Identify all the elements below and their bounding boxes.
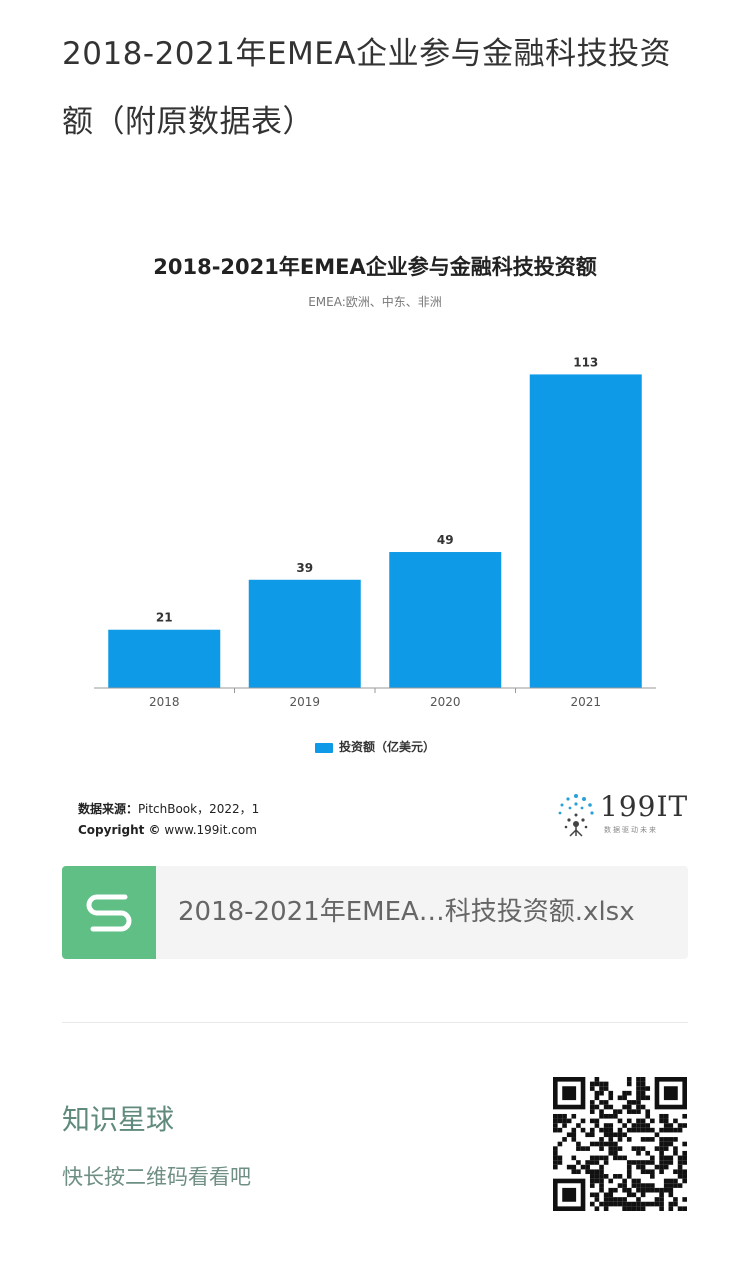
planet-hint: 快长按二维码看看吧 (62, 1165, 251, 1189)
x-tick-label-2019: 2019 (289, 695, 320, 709)
source-label: 数据来源： (78, 802, 139, 816)
data-label-2019: 39 (296, 561, 313, 575)
logo-slogan: 数据驱动未来 (604, 826, 658, 834)
article-title: 2018-2021年EMEA企业参与金融科技投资额（附原数据表） (62, 36, 672, 140)
logo-dots-icon (558, 794, 594, 837)
bar-2018 (108, 629, 221, 688)
x-tick-label-2020: 2020 (430, 695, 461, 709)
attachment-card[interactable]: 2018-2021年EMEA…科技投资额.xlsx (62, 866, 688, 959)
spreadsheet-icon (62, 866, 156, 959)
bar-2020 (389, 552, 502, 688)
bar-2021 (529, 374, 642, 688)
logo-text: 199IT (600, 790, 689, 823)
data-label-2021: 113 (573, 355, 598, 369)
chart-title: 2018-2021年EMEA企业参与金融科技投资额 (153, 255, 597, 279)
chart-legend: 投资额（亿美元） (62, 738, 688, 755)
199it-logo: 199IT 数据驱动未来 (552, 790, 702, 840)
bar-chart: 21 2018 39 2019 49 2020 113 2021 (94, 355, 656, 709)
copyright-label: Copyright © (78, 823, 161, 837)
source-text: PitchBook，2022，1 (138, 802, 260, 816)
chart-image: 21 2018 39 2019 49 2020 113 2021 2018-2021年EMEA… (62, 225, 688, 850)
chart-subtitle: EMEA:欧洲、中东、非洲 (308, 295, 442, 309)
copyright-site: www.199it.com (164, 823, 257, 837)
qr-code-icon[interactable] (553, 1077, 687, 1211)
source-note: 数据来源：PitchBook，2022，1 Copyright © www.19… (78, 799, 259, 841)
x-tick-label-2021: 2021 (570, 695, 601, 709)
legend-swatch (314, 742, 333, 753)
legend-label: 投资额（亿美元） (338, 740, 435, 754)
data-label-2020: 49 (437, 533, 454, 547)
x-tick-label-2018: 2018 (149, 695, 180, 709)
divider (62, 1022, 688, 1023)
data-label-2018: 21 (156, 611, 173, 625)
planet-title: 知识星球 (62, 1103, 175, 1136)
bar-2019 (248, 579, 361, 688)
attachment-filename[interactable]: 2018-2021年EMEA…科技投资额.xlsx (178, 897, 635, 927)
